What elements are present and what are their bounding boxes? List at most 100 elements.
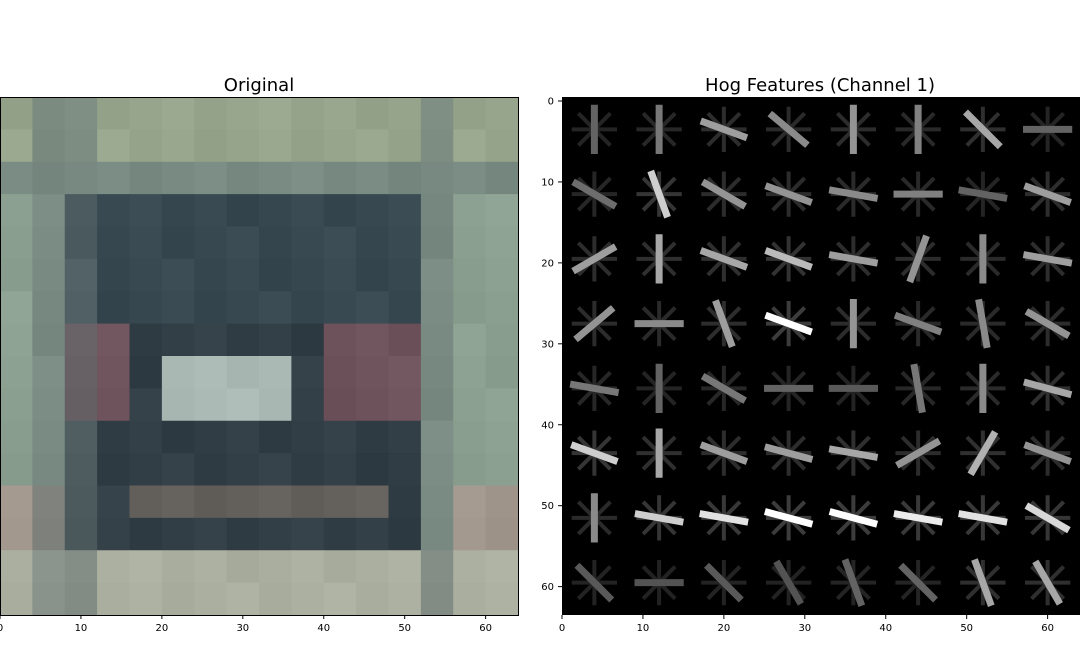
original-pixel-block [323, 161, 357, 195]
original-pixel-block [32, 291, 66, 325]
original-pixel-block [129, 356, 163, 389]
original-pixel-block [259, 420, 292, 454]
original-pixel-block [129, 129, 163, 163]
original-pixel-block [420, 388, 454, 422]
original-pixel-block [323, 291, 357, 325]
hog-cell-dominant-stroke [893, 510, 943, 526]
original-pixel-block [0, 226, 33, 260]
original-pixel-block [388, 323, 422, 357]
original-image [0, 97, 519, 616]
original-pixel-block [226, 517, 260, 551]
x-tick-label: 10 [75, 623, 88, 634]
original-pixel-block [161, 226, 195, 260]
original-pixel-block [161, 323, 195, 357]
original-pixel-block [97, 485, 130, 519]
hog-cell-dominant-stroke [699, 247, 749, 271]
original-pixel-block [323, 226, 357, 260]
hog-cell-dominant-stroke [699, 510, 749, 526]
original-pixel-block [388, 582, 422, 616]
original-pixel-block [356, 485, 389, 519]
original-pixel-block [0, 582, 33, 616]
original-pixel-block [226, 550, 260, 584]
original-pixel-block [32, 388, 66, 422]
original-pixel-block [226, 323, 260, 357]
original-pixel-block [129, 291, 163, 325]
original-pixel-block [388, 356, 422, 389]
original-pixel-block [388, 97, 422, 130]
original-pixel-block [194, 226, 228, 260]
original-pixel-block [388, 161, 422, 195]
original-pixel-block [420, 582, 454, 616]
original-pixel-block [259, 517, 292, 551]
original-pixel-block [388, 453, 422, 486]
original-pixel-block [226, 291, 260, 325]
original-pixel-block [420, 420, 454, 454]
original-pixel-block [420, 323, 454, 357]
original-pixel-block [420, 517, 454, 551]
original-pixel-block [129, 323, 163, 357]
original-pixel-block [0, 323, 33, 357]
x-tick-label: 10 [637, 623, 650, 634]
original-pixel-block [485, 388, 519, 422]
original-pixel-block [259, 291, 292, 325]
hog-cell-dominant-stroke [910, 363, 926, 414]
hog-cell-dominant-stroke [700, 373, 747, 404]
hog-cell-dominant-stroke [704, 562, 744, 603]
hog-cell-dominant-stroke [1023, 441, 1072, 465]
original-pixel-block [291, 226, 325, 260]
original-pixel-block [291, 388, 325, 422]
hog-cell-dominant-stroke [574, 562, 615, 603]
original-pixel-block [291, 453, 325, 486]
original-pixel-block [323, 582, 357, 616]
original-pixel-block [259, 550, 292, 584]
original-pixel-block [0, 485, 33, 519]
x-tick-label: 20 [156, 623, 169, 634]
original-pixel-block [129, 226, 163, 260]
y-tick-label: 40 [541, 420, 554, 431]
original-pixel-block [0, 420, 33, 454]
original-pixel-block [388, 129, 422, 163]
original-pixel-block [323, 194, 357, 227]
original-pixel-block [291, 420, 325, 454]
original-pixel-block [420, 161, 454, 195]
original-pixel-block [32, 420, 66, 454]
original-pixel-block [453, 388, 487, 422]
original-pixel-block [161, 582, 195, 616]
original-pixel-block [226, 356, 260, 389]
original-pixel-block [323, 97, 357, 130]
original-pixel-block [194, 388, 228, 422]
original-pixel-block [453, 258, 487, 292]
original-pixel-block [129, 258, 163, 292]
original-pixel-block [194, 129, 228, 163]
original-pixel-block [388, 420, 422, 454]
original-pixel-block [453, 582, 487, 616]
original-title: Original [224, 75, 294, 96]
hog-title: Hog Features (Channel 1) [705, 75, 935, 96]
original-pixel-block [129, 97, 163, 130]
original-pixel-block [0, 291, 33, 325]
original-pixel-block [194, 258, 228, 292]
original-pixel-block [32, 550, 66, 584]
original-pixel-block [356, 161, 389, 195]
original-pixel-block [194, 420, 228, 454]
original-pixel-block [64, 517, 98, 551]
original-pixel-block [161, 420, 195, 454]
original-pixel-block [194, 550, 228, 584]
original-pixel-block [485, 323, 519, 357]
original-pixel-block [64, 485, 98, 519]
original-pixel-block [420, 485, 454, 519]
original-pixel-block [291, 258, 325, 292]
original-pixel-block [64, 323, 98, 357]
original-pixel-block [194, 291, 228, 325]
original-pixel-block [194, 356, 228, 389]
original-pixel-block [453, 129, 487, 163]
original-pixel-block [420, 97, 454, 130]
hog-cell-dominant-stroke [975, 298, 991, 349]
original-pixel-block [194, 485, 228, 519]
original-pixel-block [161, 97, 195, 130]
original-pixel-block [485, 582, 519, 616]
hog-cell-dominant-stroke [764, 311, 813, 336]
original-pixel-block [0, 388, 33, 422]
hog-cell-dominant-stroke [1032, 559, 1063, 606]
original-pixel-block [32, 258, 66, 292]
